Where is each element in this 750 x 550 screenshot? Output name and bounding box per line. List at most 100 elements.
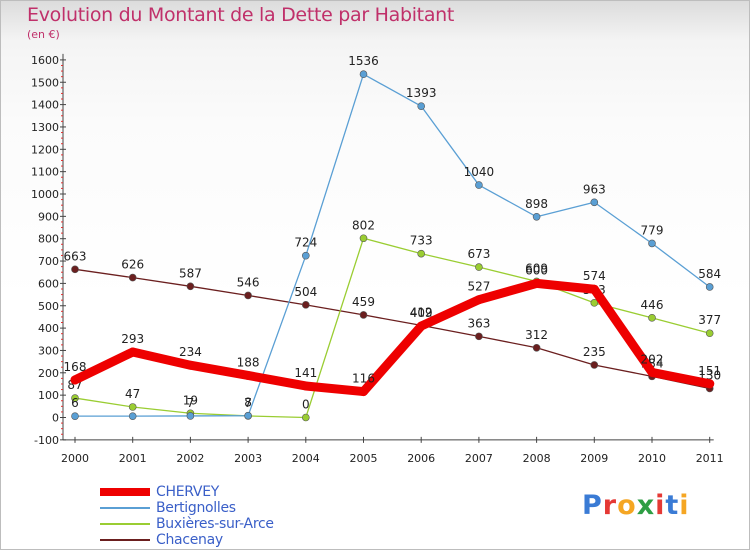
data-label: 188 <box>237 355 260 369</box>
series-line <box>74 73 711 417</box>
logo-letter: o <box>617 490 637 521</box>
y-tick-label: 1000 <box>31 188 59 201</box>
chart-title: Evolution du Montant de la Dette par Hab… <box>27 4 455 26</box>
data-point <box>589 284 599 294</box>
data-label: 8 <box>244 396 252 410</box>
y-tick-label: 900 <box>38 210 59 223</box>
y-tick-label: 700 <box>38 255 59 268</box>
data-point <box>590 361 599 369</box>
data-point <box>185 360 195 370</box>
chart-subtitle: (en €) <box>27 28 60 41</box>
data-label: 779 <box>641 223 664 237</box>
data-label: 663 <box>64 249 87 263</box>
data-point <box>417 102 426 110</box>
legend: CHERVEY Bertignolles Buxières-sur-Arce Chac… <box>100 484 340 548</box>
data-label: 527 <box>467 280 490 294</box>
data-label: 1536 <box>348 54 379 68</box>
data-label: 733 <box>410 234 433 248</box>
x-tick-label: 2009 <box>580 452 608 465</box>
data-point <box>648 239 656 248</box>
data-label: 724 <box>294 236 317 250</box>
legend-item: Bertignolles <box>100 500 340 516</box>
data-point <box>71 394 79 402</box>
y-tick-label: 1200 <box>31 143 59 156</box>
data-label: 6 <box>71 396 79 410</box>
legend-label: Buxières-sur-Arce <box>156 516 274 532</box>
data-label: 609 <box>525 261 548 275</box>
data-point <box>128 273 137 282</box>
data-point <box>301 251 310 260</box>
y-tick-label: 800 <box>38 233 59 246</box>
data-point <box>128 412 137 420</box>
data-point <box>705 329 714 338</box>
legend-label: CHERVEY <box>156 484 219 500</box>
data-label: 802 <box>352 218 375 232</box>
series-line <box>70 278 715 397</box>
data-point <box>359 311 368 319</box>
data-point <box>71 265 79 274</box>
data-label: 584 <box>698 267 721 281</box>
data-point <box>186 282 195 291</box>
data-label: 412 <box>410 305 433 319</box>
data-point <box>532 278 542 288</box>
data-point <box>359 387 368 397</box>
data-point <box>705 283 714 291</box>
y-tick-label: 1100 <box>31 166 59 179</box>
y-tick-label: 300 <box>38 344 59 357</box>
data-label: 673 <box>467 247 490 261</box>
logo-letter: t <box>665 490 680 521</box>
x-tick-label: 2008 <box>523 452 551 465</box>
data-label: 600 <box>525 263 548 277</box>
x-tick-label: 2002 <box>176 452 204 465</box>
data-point <box>590 198 599 207</box>
logo-letter: i <box>655 490 666 521</box>
x-tick-label: 2003 <box>234 452 262 465</box>
data-point <box>301 301 310 309</box>
data-point <box>475 181 483 189</box>
proxiti-logo: Proxiti <box>582 490 690 521</box>
logo-letter: x <box>636 490 656 521</box>
x-tick-label: 2000 <box>61 452 89 465</box>
data-label: 202 <box>641 352 664 366</box>
y-tick-label: 1500 <box>31 76 59 89</box>
y-tick-label: 1300 <box>31 121 59 134</box>
data-label: 459 <box>352 295 375 309</box>
y-tick-label: 200 <box>38 367 59 380</box>
legend-swatch <box>100 539 150 541</box>
data-point <box>186 412 195 420</box>
data-point <box>647 367 657 377</box>
data-label: 1393 <box>406 86 437 100</box>
data-point <box>128 347 138 357</box>
legend-item: CHERVEY <box>100 484 340 500</box>
data-label: 19 <box>183 393 198 407</box>
data-point <box>705 379 715 389</box>
x-tick-label: 2001 <box>119 452 147 465</box>
data-label: 1040 <box>464 165 495 179</box>
legend-item: Buxières-sur-Arce <box>100 516 340 532</box>
y-tick-label: -100 <box>34 434 59 447</box>
data-point <box>244 291 252 300</box>
data-point <box>417 249 426 258</box>
data-point <box>416 321 426 331</box>
data-point <box>243 370 253 380</box>
y-tick-label: 100 <box>38 389 59 402</box>
logo-letter: i <box>679 490 690 521</box>
data-label: 168 <box>64 360 87 374</box>
data-point <box>71 412 79 420</box>
data-label: 234 <box>179 345 202 359</box>
legend-swatch <box>100 507 150 509</box>
legend-item: Chacenay <box>100 532 340 548</box>
data-label: 151 <box>698 364 721 378</box>
y-tick-label: 1400 <box>31 99 59 112</box>
y-tick-label: 600 <box>38 277 59 290</box>
data-point <box>648 314 656 322</box>
legend-label: Bertignolles <box>156 500 236 516</box>
x-tick-label: 2004 <box>292 452 320 465</box>
data-point <box>590 299 599 307</box>
data-point <box>532 212 541 221</box>
y-tick-label: 400 <box>38 322 59 335</box>
data-label: 363 <box>467 316 490 330</box>
data-label: 312 <box>525 328 548 342</box>
